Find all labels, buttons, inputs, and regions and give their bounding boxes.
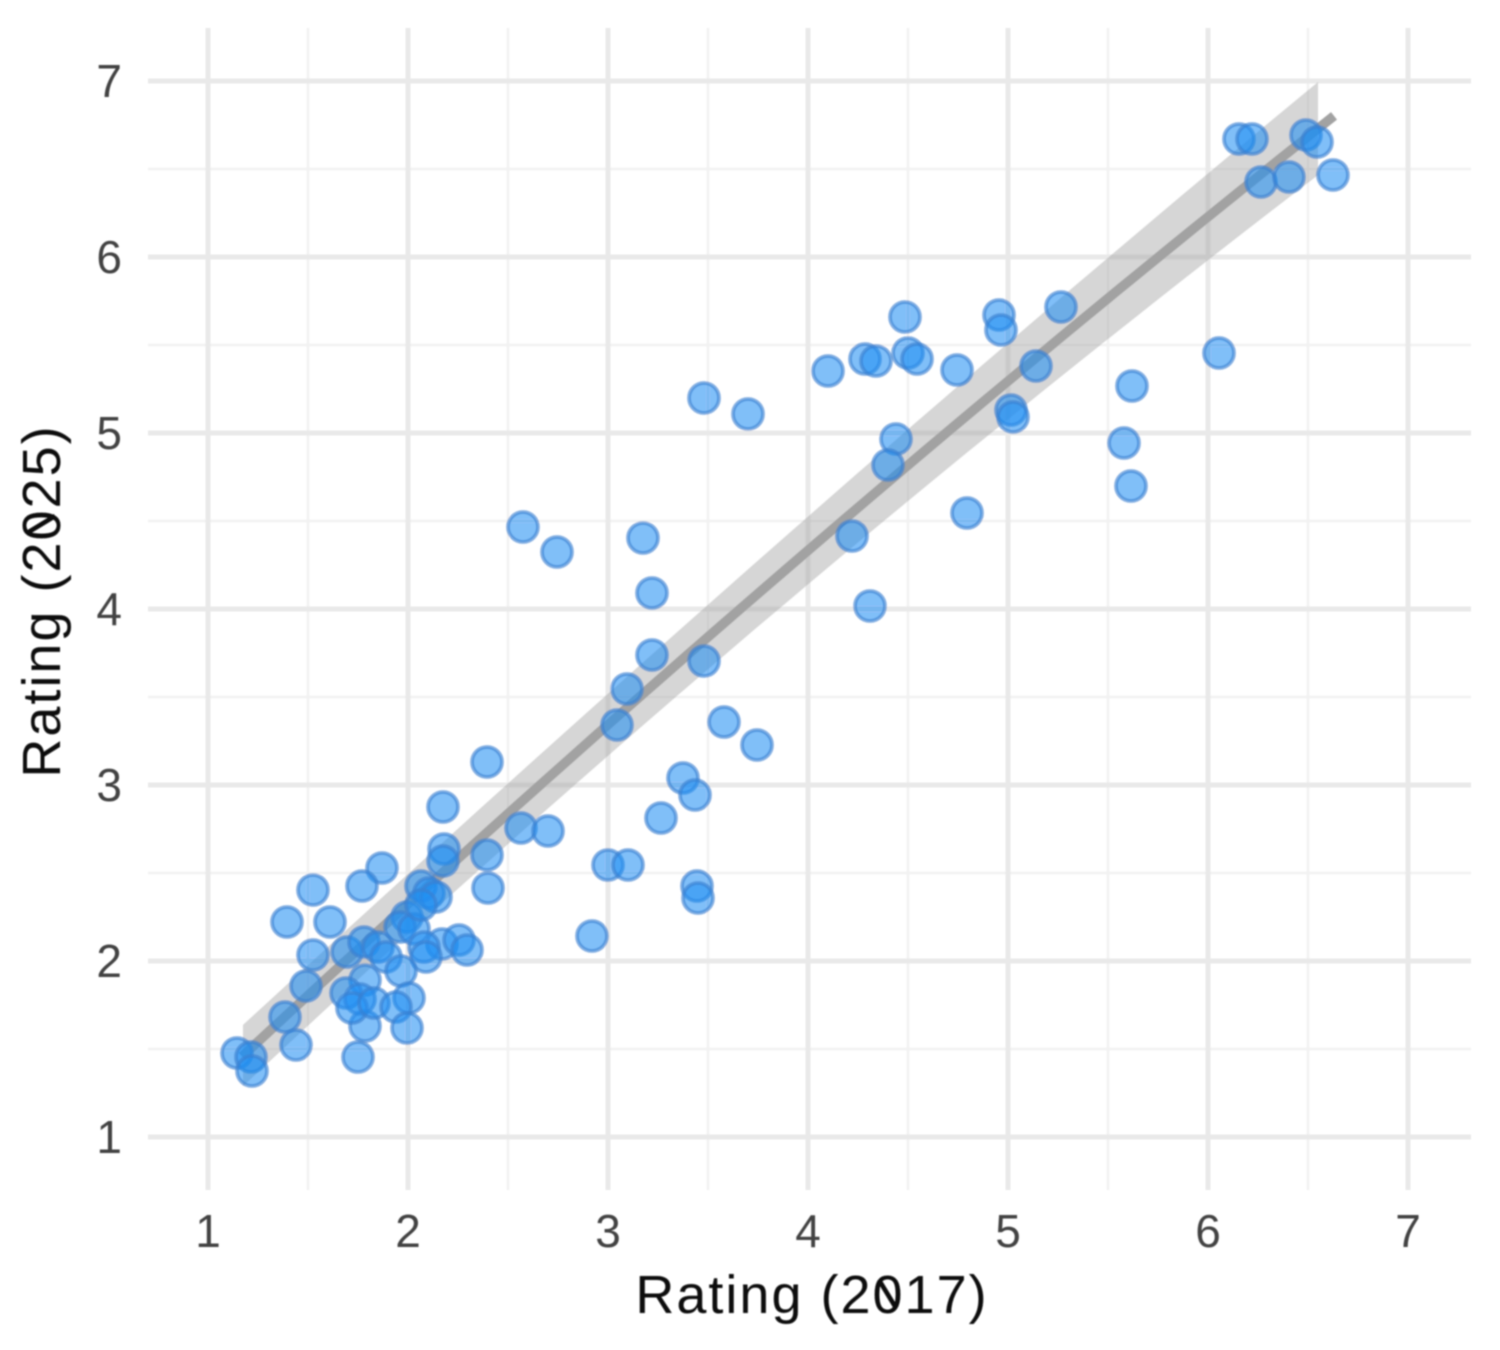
svg-text:3: 3: [595, 1205, 621, 1257]
svg-text:Rating (2017): Rating (2017): [635, 1265, 988, 1325]
svg-text:5: 5: [96, 407, 122, 459]
svg-text:4: 4: [795, 1205, 821, 1257]
svg-text:7: 7: [1395, 1205, 1421, 1257]
svg-text:Rating (2025): Rating (2025): [12, 424, 72, 777]
svg-text:2: 2: [96, 935, 122, 987]
svg-text:1: 1: [195, 1205, 221, 1257]
svg-text:5: 5: [995, 1205, 1021, 1257]
svg-text:7: 7: [96, 55, 122, 107]
svg-text:1: 1: [96, 1111, 122, 1163]
svg-text:6: 6: [96, 231, 122, 283]
svg-text:4: 4: [96, 583, 122, 635]
svg-text:6: 6: [1195, 1205, 1221, 1257]
svg-text:3: 3: [96, 759, 122, 811]
svg-text:2: 2: [395, 1205, 421, 1257]
